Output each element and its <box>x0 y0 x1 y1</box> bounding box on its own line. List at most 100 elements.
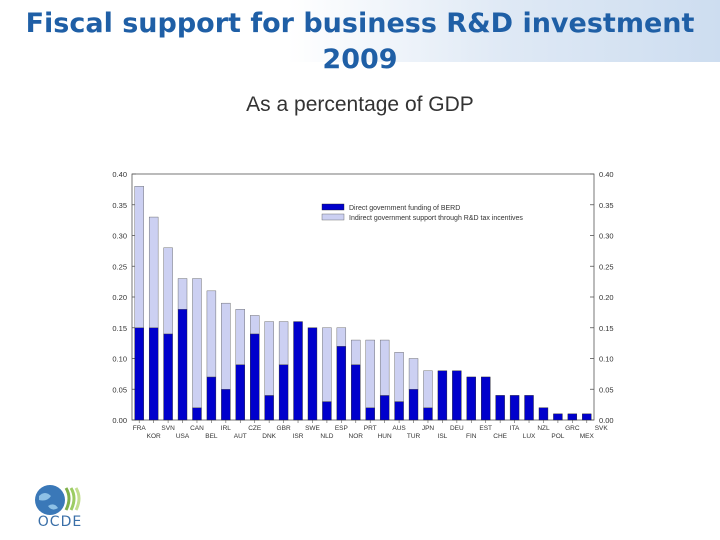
bar-direct-grc <box>553 413 563 421</box>
y-tick-label-right: 0.20 <box>599 293 614 302</box>
bar-direct-svk <box>582 413 592 421</box>
x-tick-label: CHE <box>493 433 507 440</box>
x-tick-label: GBR <box>277 425 291 432</box>
title-line-2: 2009 <box>322 44 398 75</box>
bar-direct-can <box>192 407 202 421</box>
y-tick-label-left: 0.20 <box>112 293 127 302</box>
bar-direct-nor <box>351 364 361 421</box>
legend-swatch-direct <box>321 203 345 211</box>
x-tick-label: SVN <box>161 425 175 432</box>
bar-direct-aus <box>394 401 404 421</box>
bar-direct-fin <box>452 370 462 421</box>
x-tick-label: EST <box>479 425 492 432</box>
bar-direct-fra <box>134 327 144 421</box>
bar-indirect-irl <box>221 302 231 390</box>
bar-indirect-aut <box>235 309 245 365</box>
bar-direct-che <box>481 376 491 421</box>
y-tick-label-left: 0.40 <box>112 170 127 179</box>
logo-text: OCDE <box>37 514 83 530</box>
y-tick-label-left: 0.10 <box>112 355 127 364</box>
title-line-1: Fiscal support for business R&D investme… <box>25 8 695 39</box>
bar-indirect-esp <box>336 327 347 347</box>
x-tick-label: AUT <box>234 433 247 440</box>
x-tick-label: LUX <box>523 433 536 440</box>
y-tick-label-right: 0.25 <box>599 262 614 271</box>
bar-direct-aut <box>235 364 245 421</box>
bar-indirect-kor <box>148 216 159 328</box>
bar-direct-bel <box>206 376 217 421</box>
x-tick-label: AUS <box>392 425 406 432</box>
x-tick-label: KOR <box>147 433 161 440</box>
x-tick-label: CAN <box>190 425 204 432</box>
bar-indirect-gbr <box>278 321 289 365</box>
bar-direct-ita <box>495 395 505 421</box>
bar-indirect-usa <box>177 278 188 310</box>
oecd-logo-icon <box>35 485 81 515</box>
bar-direct-esp <box>336 345 347 421</box>
bar-direct-gbr <box>278 364 289 421</box>
bar-direct-svn <box>163 333 173 421</box>
bar-indirect-aus <box>394 352 404 402</box>
bar-direct-cze <box>250 333 260 421</box>
y-tick-label-left: 0.05 <box>112 385 127 394</box>
bar-direct-jpn <box>408 389 419 421</box>
y-tick-label-right: 0.00 <box>599 416 614 425</box>
bar-indirect-cze <box>250 315 260 335</box>
bar-direct-swe <box>307 327 318 421</box>
x-tick-label: FRA <box>133 425 147 432</box>
x-tick-label: CZE <box>248 425 262 432</box>
bar-direct-isl <box>423 407 433 421</box>
bar-indirect-fra <box>134 186 144 328</box>
x-tick-label: GRC <box>565 425 580 432</box>
x-tick-label: PRT <box>364 425 377 432</box>
bar-indirect-can <box>192 278 202 408</box>
x-tick-label: NOR <box>349 433 364 440</box>
bar-indirect-hun <box>379 339 390 396</box>
x-tick-label: MEX <box>580 433 595 440</box>
bar-direct-pol <box>538 407 549 421</box>
bar-direct-kor <box>148 327 159 421</box>
x-tick-label: BEL <box>205 433 218 440</box>
bar-direct-nld <box>322 401 332 421</box>
y-tick-label-left: 0.35 <box>112 201 127 210</box>
bar-direct-deu <box>437 370 448 421</box>
stacked-bar-chart: 0.00 0.00 0.05 0.05 0.10 0.10 0.15 0.15 0.20 0.20… <box>112 170 614 440</box>
y-tick-label-right: 0.10 <box>599 355 614 364</box>
x-tick-label: SWE <box>305 425 320 432</box>
y-tick-label-right: 0.30 <box>599 232 614 241</box>
slide-subtitle: As a percentage of GDP <box>246 93 474 116</box>
x-tick-label: NZL <box>537 425 550 432</box>
x-tick-label: SVK <box>595 425 609 432</box>
x-tick-label: ITA <box>510 425 520 432</box>
x-tick-label: NLD <box>320 433 333 440</box>
bar-indirect-prt <box>365 339 375 408</box>
x-tick-label: IRL <box>221 425 232 432</box>
bar-direct-hun <box>379 395 390 421</box>
x-tick-label: HUN <box>378 433 392 440</box>
bar-indirect-dnk <box>264 321 274 396</box>
bar-indirect-nor <box>351 339 361 365</box>
bar-direct-mex <box>567 413 578 421</box>
y-tick-label-left: 0.15 <box>112 324 127 333</box>
x-tick-label: ISL <box>438 433 448 440</box>
legend-label-indirect: Indirect government support through R&D … <box>349 215 523 222</box>
bar-indirect-isl <box>423 370 433 408</box>
x-tick-label: DEU <box>450 425 464 432</box>
legend-label-direct: Direct government funding of BERD <box>349 205 460 212</box>
x-tick-label: DNK <box>262 433 276 440</box>
y-tick-label-left: 0.25 <box>112 262 127 271</box>
bar-direct-dnk <box>264 395 274 421</box>
x-tick-label: TUR <box>407 433 421 440</box>
legend-swatch-indirect <box>321 213 345 221</box>
bar-indirect-bel <box>206 290 217 378</box>
y-tick-label-right: 0.05 <box>599 385 614 394</box>
title-band <box>0 0 720 62</box>
bar-indirect-nld <box>322 327 332 402</box>
bar-indirect-jpn <box>408 358 419 390</box>
y-tick-label-right: 0.15 <box>599 324 614 333</box>
x-tick-label: USA <box>176 433 190 440</box>
bar-direct-prt <box>365 407 375 421</box>
bar-direct-est <box>466 376 476 421</box>
y-tick-label-right: 0.40 <box>599 170 614 179</box>
x-tick-label: JPN <box>422 425 435 432</box>
